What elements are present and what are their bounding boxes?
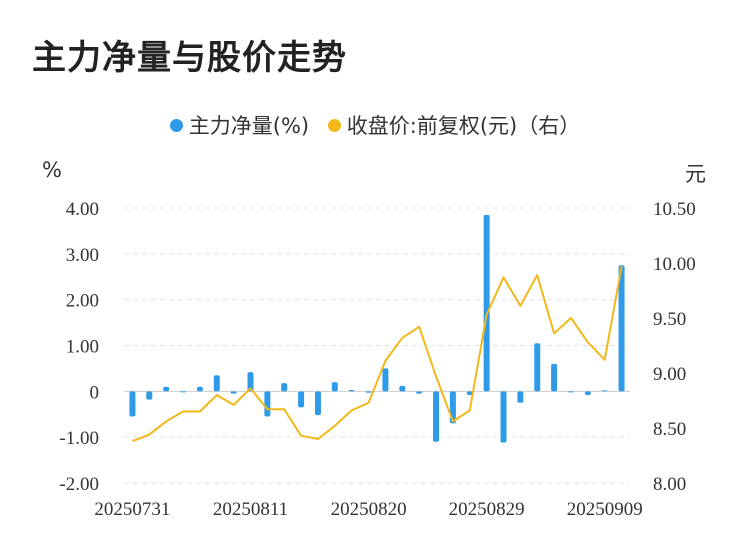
- x-tick-label: 20250829: [449, 499, 525, 520]
- y-right-tick-label: 10.00: [653, 254, 696, 275]
- bar: [567, 391, 574, 393]
- legend-label-net-volume: 主力净量(%): [188, 114, 310, 138]
- legend-marker-close-price: [327, 118, 341, 132]
- y-left-tick-label: 3.00: [66, 245, 99, 266]
- y-left-tick-label: 0: [90, 382, 100, 403]
- x-tick-label: 20250820: [331, 499, 407, 520]
- y-right-tick-label: 8.50: [653, 419, 686, 440]
- y-left-tick-label: 1.00: [66, 337, 99, 358]
- y-right-tick-label: 8.00: [653, 474, 686, 495]
- bar: [517, 391, 524, 403]
- bar: [584, 391, 591, 395]
- bar: [348, 389, 355, 392]
- y-left-tick-label: 2.00: [66, 291, 99, 312]
- legend-item-close-price[interactable]: 收盘价:前复权(元)（右）: [327, 110, 581, 140]
- bar: [551, 363, 558, 392]
- y-right-tick-label: 9.00: [653, 364, 686, 385]
- price-line: [132, 266, 623, 443]
- bar: [213, 375, 220, 392]
- bar: [146, 391, 153, 400]
- bar: [416, 391, 423, 394]
- bar: [163, 386, 170, 392]
- bar: [500, 391, 507, 443]
- y-left-tick-label: 4.00: [66, 199, 99, 220]
- bar: [399, 385, 406, 392]
- bar: [264, 391, 271, 417]
- y-left-tick-label: -1.00: [59, 428, 99, 449]
- legend-item-net-volume[interactable]: 主力净量(%): [169, 110, 310, 140]
- left-axis-unit: %: [42, 158, 62, 182]
- bar: [382, 368, 389, 392]
- legend-label-close-price: 收盘价:前复权(元)（右）: [346, 114, 581, 138]
- bar: [180, 391, 187, 393]
- bar: [534, 343, 541, 392]
- x-tick-label: 20250909: [567, 499, 643, 520]
- bar: [433, 391, 440, 442]
- bar: [196, 386, 203, 392]
- bar: [314, 391, 321, 416]
- bar: [618, 265, 625, 392]
- bar: [331, 382, 338, 392]
- chart-title: 主力净量与股价走势: [32, 38, 347, 78]
- bar: [230, 391, 237, 394]
- bar: [601, 390, 608, 392]
- bar: [483, 214, 490, 392]
- bar: [129, 391, 136, 417]
- bar: [365, 391, 372, 393]
- x-tick-label: 20250731: [94, 499, 170, 520]
- y-right-tick-label: 9.50: [653, 309, 686, 330]
- bar: [298, 391, 305, 408]
- x-tick-label: 20250811: [213, 499, 288, 520]
- bar: [281, 383, 288, 392]
- legend-marker-net-volume: [169, 118, 183, 132]
- y-left-tick-label: -2.00: [59, 474, 99, 495]
- bar: [247, 372, 254, 392]
- bar: [466, 391, 473, 395]
- legend: 主力净量(%) 收盘价:前复权(元)（右）: [0, 110, 750, 140]
- right-axis-unit: 元: [685, 162, 706, 186]
- y-right-tick-label: 10.50: [653, 199, 696, 220]
